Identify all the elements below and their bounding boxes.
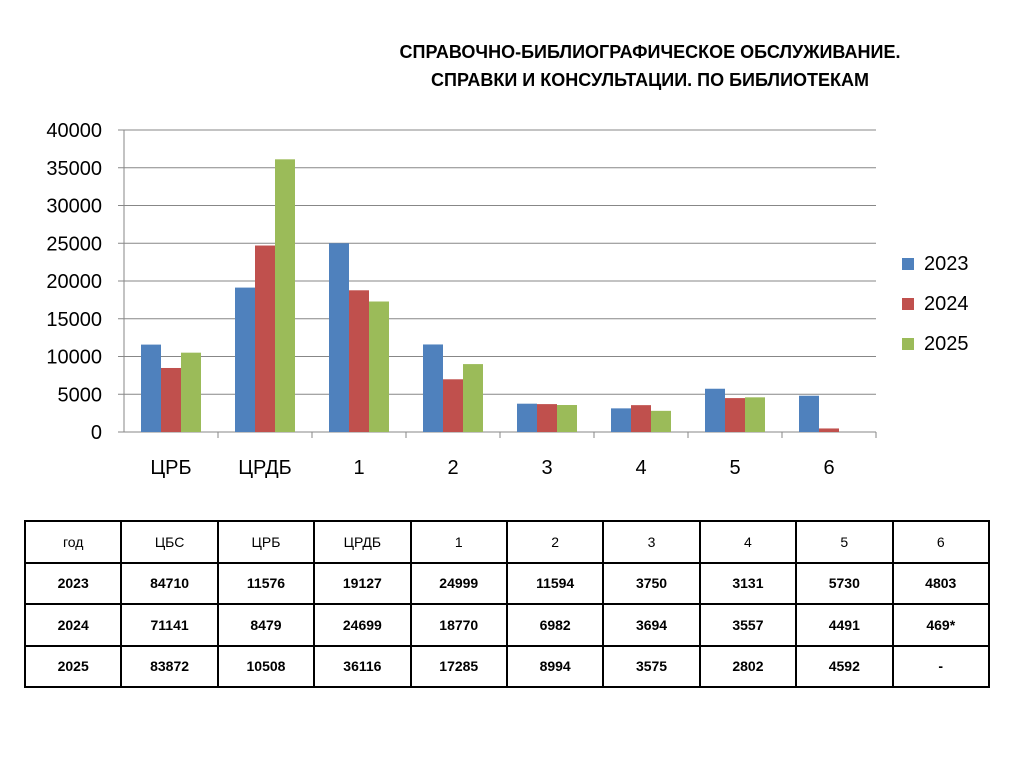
x-tick-label: 1 (353, 457, 364, 479)
legend-swatch (902, 298, 914, 310)
bar-2023-3 (517, 403, 537, 432)
data-table: год ЦБС ЦРБ ЦРДБ 1 2 3 4 5 6 2023 84710 11576 19127 24… (23, 520, 991, 688)
table-cell: 6 (891, 520, 991, 564)
bar-2025-2 (463, 364, 483, 432)
table-cell: 24999 (409, 561, 508, 605)
table-cell: 2 (505, 520, 605, 564)
table-cell: 3 (602, 520, 701, 564)
table-cell: 6982 (505, 603, 605, 647)
table-row: 2025 83872 10508 36116 17285 8994 3575 2802 4592… (23, 644, 991, 688)
title-line-2: СПРАВКИ И КОНСУЛЬТАЦИИ. ПО БИБЛИОТЕКАМ (431, 70, 869, 90)
x-tick-label: 3 (541, 457, 552, 479)
table-cell: 83872 (120, 644, 219, 688)
legend-item-2024: 2024 (902, 284, 969, 324)
legend-swatch (902, 338, 914, 350)
bar-2024-1 (349, 290, 369, 432)
y-tick-label: 30000 (46, 196, 102, 218)
legend-label: 2024 (924, 292, 969, 315)
table-cell: 36116 (313, 644, 412, 688)
bar-2024-ЦРДБ (255, 245, 275, 432)
table-cell: - (891, 644, 991, 688)
table-cell: 11594 (505, 561, 605, 605)
bar-2024-3 (537, 404, 557, 432)
table-cell: 4803 (891, 561, 991, 605)
bar-2025-ЦРДБ (275, 159, 295, 432)
x-tick-label: 5 (729, 457, 740, 479)
table-cell: 3575 (602, 644, 701, 688)
legend-swatch (902, 258, 914, 270)
table-cell: 4 (698, 520, 798, 564)
y-tick-label: 10000 (46, 347, 102, 369)
table-cell: 3131 (698, 561, 798, 605)
table-header-row: год ЦБС ЦРБ ЦРДБ 1 2 3 4 5 6 (23, 520, 991, 564)
bar-2024-2 (443, 379, 463, 432)
table-cell: 1 (409, 520, 508, 564)
bar-2025-4 (651, 410, 671, 432)
y-tick-label: 25000 (46, 233, 102, 255)
bar-2025-ЦРБ (181, 352, 201, 432)
table-cell: 4491 (795, 603, 894, 647)
legend-label: 2025 (924, 332, 969, 355)
legend-item-2025: 2025 (902, 324, 969, 364)
y-tick-label: 20000 (46, 271, 102, 293)
table-cell: 3694 (602, 603, 701, 647)
table-cell: 2024 (23, 603, 123, 647)
table-cell: 5730 (795, 561, 894, 605)
bar-2025-3 (557, 405, 577, 432)
table-cell: ЦБС (120, 520, 219, 564)
y-tick-label: 5000 (58, 384, 103, 406)
bar-2023-2 (423, 344, 443, 432)
table-cell: 11576 (216, 561, 316, 605)
table-cell: ЦРБ (216, 520, 316, 564)
table-cell: 2025 (23, 644, 123, 688)
x-tick-label: 2 (447, 457, 458, 479)
bar-2025-5 (745, 397, 765, 432)
table-cell: ЦРДБ (313, 520, 412, 564)
table-cell: 469* (891, 603, 991, 647)
table-cell: 19127 (313, 561, 412, 605)
y-tick-label: 40000 (46, 120, 102, 142)
legend-label: 2023 (924, 252, 969, 275)
bar-2024-4 (631, 405, 651, 432)
table-cell: 71141 (120, 603, 219, 647)
table-cell: 8479 (216, 603, 316, 647)
table-cell: 18770 (409, 603, 508, 647)
table-row: 2023 84710 11576 19127 24999 11594 3750 3131 573… (23, 561, 991, 605)
bar-2024-6 (819, 428, 839, 432)
table-cell: 8994 (505, 644, 605, 688)
table-cell: 3557 (698, 603, 798, 647)
bar-2023-ЦРБ (141, 344, 161, 432)
x-tick-label: 4 (635, 457, 646, 479)
table-row: 2024 71141 8479 24699 18770 6982 3694 3557 4491 4… (23, 603, 991, 647)
bar-chart: 0 5000 10000 15000 20000 25000 30000 35000 40000… (46, 120, 877, 479)
x-tick-label: 6 (823, 457, 834, 479)
bar-2024-ЦРБ (161, 367, 181, 432)
bar-2023-5 (705, 388, 725, 432)
table-cell: 24699 (313, 603, 412, 647)
bar-2023-1 (329, 243, 349, 432)
legend-item-2023: 2023 (902, 244, 969, 284)
bar-2023-4 (611, 408, 631, 432)
table-cell: 4592 (795, 644, 894, 688)
table-cell: 84710 (120, 561, 219, 605)
table-cell: 2802 (698, 644, 798, 688)
table-cell: 2023 (23, 561, 123, 605)
chart-legend: 2023 2024 2025 (902, 244, 969, 364)
bar-2023-6 (799, 395, 819, 432)
table-cell: 3750 (602, 561, 701, 605)
bar-2024-5 (725, 398, 745, 432)
bar-2023-ЦРДБ (235, 287, 255, 432)
y-tick-label: 0 (91, 422, 102, 444)
y-tick-label: 15000 (46, 309, 102, 331)
table-cell: 10508 (216, 644, 316, 688)
x-tick-label: ЦРДБ (238, 457, 291, 479)
table-cell: 17285 (409, 644, 508, 688)
x-tick-label: ЦРБ (150, 457, 191, 479)
table-cell: 5 (795, 520, 894, 564)
table-cell: год (23, 520, 123, 564)
y-tick-label: 35000 (46, 158, 102, 180)
bar-2025-1 (369, 301, 389, 432)
title-line-1: СПРАВОЧНО-БИБЛИОГРАФИЧЕСКОЕ ОБСЛУЖИВАНИЕ… (399, 42, 901, 62)
chart-title: СПРАВОЧНО-БИБЛИОГРАФИЧЕСКОЕ ОБСЛУЖИВАНИЕ… (300, 38, 1000, 94)
